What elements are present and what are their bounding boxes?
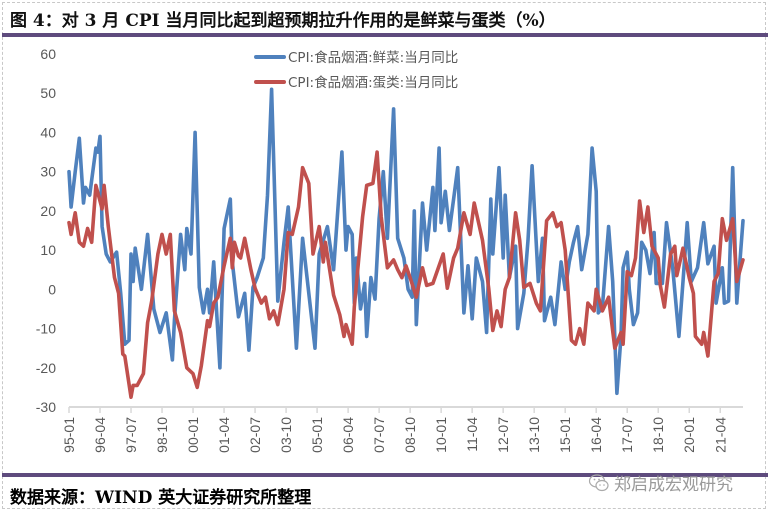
y-tick-label: 50 bbox=[40, 85, 56, 101]
x-tick-label: 15-01 bbox=[557, 417, 573, 453]
legend-label: CPI:食品烟酒:蛋类:当月同比 bbox=[288, 74, 458, 91]
legend: CPI:食品烟酒:鲜菜:当月同比 CPI:食品烟酒:蛋类:当月同比 bbox=[254, 49, 458, 91]
x-tick-label: 05-01 bbox=[309, 417, 325, 453]
legend-label: CPI:食品烟酒:鲜菜:当月同比 bbox=[288, 49, 458, 66]
x-tick-label: 16-04 bbox=[588, 417, 604, 453]
x-tick-label: 97-07 bbox=[123, 417, 139, 453]
x-tick-label: 21-04 bbox=[712, 417, 728, 453]
legend-item: CPI:食品烟酒:蛋类:当月同比 bbox=[254, 74, 458, 91]
y-tick-label: 10 bbox=[40, 242, 56, 258]
x-tick-label: 10-01 bbox=[433, 417, 449, 453]
y-axis: 60 50 40 30 20 10 0 -10 -20 -30 bbox=[36, 46, 56, 415]
x-tick-label: 20-01 bbox=[681, 417, 697, 453]
x-tick-label: 12-07 bbox=[495, 417, 511, 453]
series-line-eggs bbox=[67, 150, 745, 400]
watermark-text: 郑启成宏观研究 bbox=[614, 475, 733, 494]
y-tick-label: 60 bbox=[40, 46, 56, 62]
x-tick-label: 98-10 bbox=[154, 417, 170, 453]
x-tick-label: 17-07 bbox=[619, 417, 635, 453]
x-tick-label: 08-10 bbox=[402, 417, 418, 453]
x-tick-label: 03-10 bbox=[278, 417, 294, 453]
y-tick-label: 30 bbox=[40, 164, 56, 180]
y-tick-label: -20 bbox=[36, 360, 56, 376]
x-axis: 95-01 96-04 97-07 98-10 00-01 01-04 02-07 03-10… bbox=[61, 406, 743, 453]
bottom-divider bbox=[2, 473, 768, 477]
series-lines bbox=[67, 87, 745, 400]
chart-title: 图 4：对 3 月 CPI 当月同比起到超预期拉升作用的是鲜菜与蛋类（%） bbox=[10, 11, 556, 31]
x-tick-label: 01-04 bbox=[216, 417, 232, 453]
source-note: 数据来源：WIND 英大证券研究所整理 bbox=[10, 488, 312, 508]
x-tick-label: 95-01 bbox=[61, 417, 77, 453]
y-tick-label: 40 bbox=[40, 124, 56, 140]
y-tick-label: -30 bbox=[36, 399, 56, 415]
watermark: 郑启成宏观研究 bbox=[588, 470, 733, 495]
y-tick-label: 20 bbox=[40, 203, 56, 219]
x-tick-label: 11-04 bbox=[464, 417, 480, 452]
x-tick-label: 18-10 bbox=[650, 417, 666, 453]
x-tick-label: 13-10 bbox=[526, 417, 542, 453]
legend-item: CPI:食品烟酒:鲜菜:当月同比 bbox=[254, 49, 458, 66]
top-divider bbox=[2, 33, 768, 37]
wechat-icon bbox=[588, 473, 609, 491]
y-tick-label: -10 bbox=[36, 321, 56, 337]
x-tick-label: 00-01 bbox=[185, 417, 201, 453]
x-tick-label: 07-07 bbox=[371, 417, 387, 453]
x-tick-label: 02-07 bbox=[247, 417, 263, 453]
x-tick-label: 96-04 bbox=[92, 417, 108, 453]
y-tick-label: 0 bbox=[48, 281, 56, 297]
x-tick-label: 06-04 bbox=[340, 417, 356, 453]
